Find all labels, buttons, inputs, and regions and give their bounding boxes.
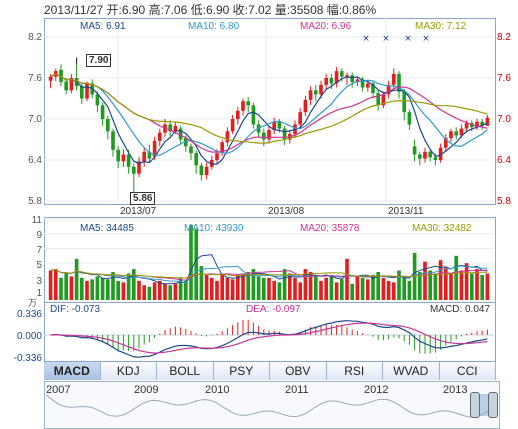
tab-kdj[interactable]: KDJ bbox=[100, 362, 157, 380]
x-tick-1: 2013/08 bbox=[268, 206, 305, 217]
quote-date: 2013/11/27 bbox=[44, 3, 104, 17]
overview-year-4: 2012 bbox=[364, 384, 389, 396]
macd-dif-label: DIF: -0.073 bbox=[50, 304, 101, 315]
high-value: 7.06 bbox=[163, 3, 188, 17]
vol-tick-0: 11 bbox=[31, 215, 42, 226]
price-tick-left-3: 6.4 bbox=[28, 155, 42, 166]
tab-psy[interactable]: PSY bbox=[213, 362, 270, 380]
close-label: 收: bbox=[232, 3, 248, 17]
vol-tick-1: 9 bbox=[36, 230, 42, 241]
volume-unit: 万 bbox=[28, 298, 38, 308]
price-tick-right-1: 7.6 bbox=[497, 73, 511, 84]
change-label: 幅: bbox=[326, 3, 343, 17]
low-value: 6.90 bbox=[205, 3, 230, 17]
low-label: 低: bbox=[190, 3, 206, 17]
x-tick-2: 2013/11 bbox=[388, 206, 424, 217]
overview-year-3: 2011 bbox=[285, 384, 309, 396]
price-tick-right-0: 8.2 bbox=[497, 32, 511, 43]
vol-tick-3: 5 bbox=[36, 260, 42, 271]
open-label: 开: bbox=[106, 3, 122, 17]
tab-rsi[interactable]: RSI bbox=[326, 362, 383, 380]
high-label: 高: bbox=[148, 3, 164, 17]
indicator-tabs: MACD KDJ BOLL PSY OBV RSI WVAD CCI bbox=[44, 362, 496, 380]
price-tick-right-4: 5.8 bbox=[497, 196, 511, 207]
high-annotation: 7.90 bbox=[86, 54, 112, 67]
x-tick-0: 2013/07 bbox=[120, 206, 157, 217]
price-tick-left-1: 7.6 bbox=[28, 73, 42, 84]
tab-macd[interactable]: MACD bbox=[44, 362, 101, 380]
price-ma20-label: MA20: 6.96 bbox=[300, 21, 352, 32]
volume-ma10-label: MA10: 43930 bbox=[184, 223, 244, 234]
volume-ma5-label: MA5: 34485 bbox=[80, 223, 134, 234]
macd-dea-label: DEA: -0.097 bbox=[246, 304, 301, 315]
vol-tick-2: 7 bbox=[36, 245, 42, 256]
overview-range-handle-right[interactable] bbox=[488, 392, 498, 418]
macd-tick-0: 0.336 bbox=[16, 309, 42, 320]
tab-wvad[interactable]: WVAD bbox=[383, 362, 440, 380]
tab-obv[interactable]: OBV bbox=[270, 362, 327, 380]
price-tick-left-2: 7.0 bbox=[28, 114, 42, 125]
vol-tick-5: 1 bbox=[36, 288, 42, 299]
close-value: 7.02 bbox=[248, 3, 272, 17]
tab-boll[interactable]: BOLL bbox=[157, 362, 214, 380]
overview-panel bbox=[44, 381, 500, 429]
volume-label: 量: bbox=[274, 3, 291, 17]
tab-cci[interactable]: CCI bbox=[439, 362, 496, 380]
price-panel bbox=[44, 18, 496, 205]
overview-year-1: 2009 bbox=[134, 384, 159, 396]
overview-year-5: 2013 bbox=[443, 384, 468, 396]
price-tick-left-0: 8.2 bbox=[28, 32, 42, 43]
price-tick-right-2: 7.0 bbox=[497, 114, 511, 125]
price-tick-right-3: 6.4 bbox=[497, 155, 511, 166]
volume-ma30-label: MA30: 32482 bbox=[412, 223, 472, 234]
macd-tick-1: 0.000 bbox=[16, 331, 42, 342]
overview-year-2: 2010 bbox=[205, 384, 230, 396]
open-value: 6.90 bbox=[121, 3, 146, 17]
overview-range-handle-left[interactable] bbox=[470, 392, 480, 418]
low-annotation: 5.86 bbox=[130, 192, 156, 205]
price-ma5-label: MA5: 6.91 bbox=[80, 21, 126, 32]
vol-tick-4: 3 bbox=[36, 276, 42, 287]
volume-value: 35508 bbox=[290, 3, 324, 17]
quote-header: 2013/11/27 开:6.90 高:7.06 低:6.90 收:7.02 量… bbox=[44, 1, 376, 18]
overview-year-0: 2007 bbox=[46, 384, 71, 396]
macd-tick-2: -0.336 bbox=[13, 353, 42, 364]
price-tick-left-4: 5.8 bbox=[28, 196, 42, 207]
macd-value-label: MACD: 0.047 bbox=[430, 304, 491, 315]
change-value: 0.86% bbox=[342, 3, 377, 17]
price-ma30-label: MA30: 7.12 bbox=[415, 21, 467, 32]
price-ma10-label: MA10: 6.80 bbox=[188, 21, 240, 32]
volume-ma20-label: MA20: 35878 bbox=[300, 223, 360, 234]
